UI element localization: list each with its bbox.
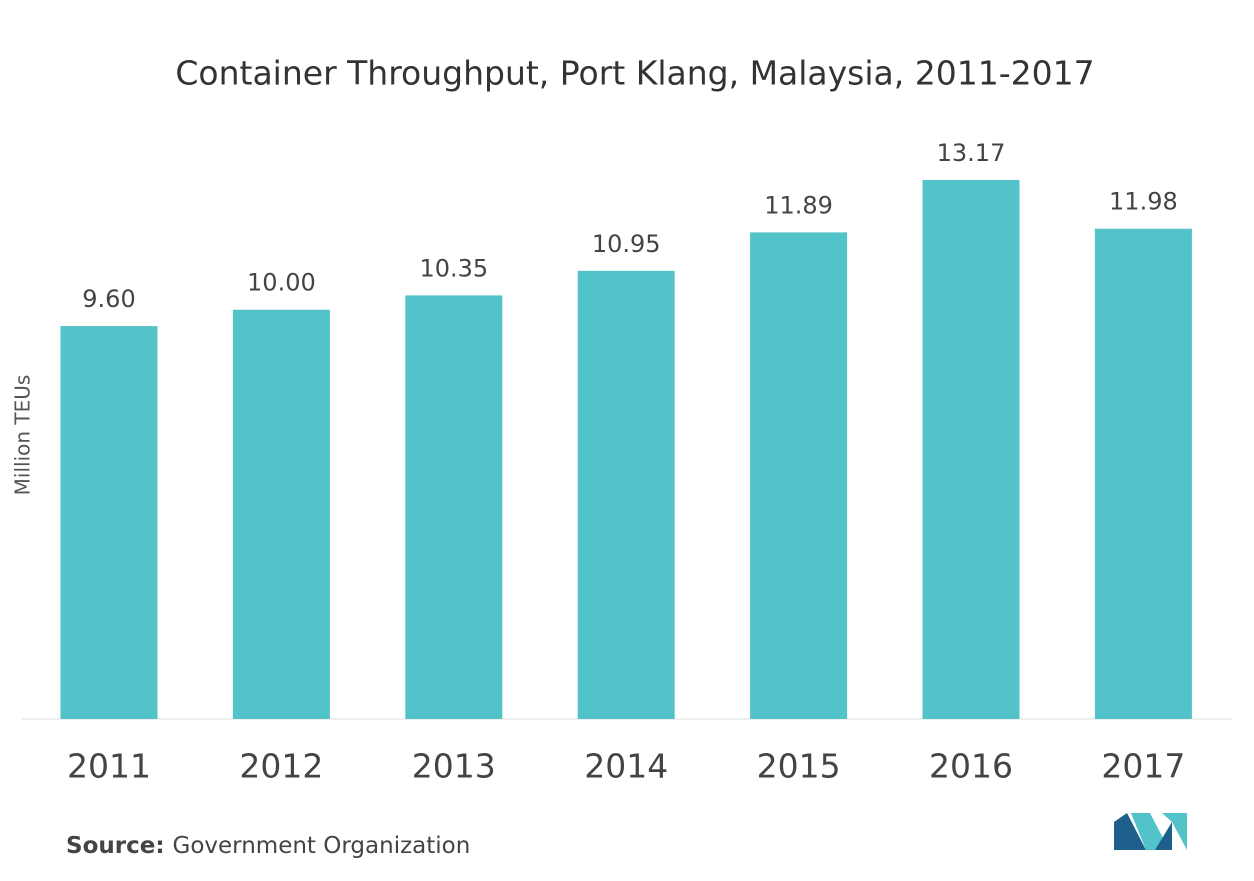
chart-title: Container Throughput, Port Klang, Malays…: [175, 54, 1094, 93]
value-label: 11.98: [1109, 188, 1178, 216]
value-label: 11.89: [764, 191, 833, 219]
value-label: 10.35: [419, 254, 488, 282]
source-label: Source:: [66, 833, 165, 859]
value-label: 9.60: [82, 285, 135, 313]
x-tick-label: 2011: [67, 747, 151, 786]
bar: [60, 326, 158, 719]
bar: [922, 180, 1020, 719]
value-label: 13.17: [937, 139, 1006, 167]
value-label: 10.95: [592, 230, 661, 258]
bar: [577, 270, 675, 719]
x-tick-label: 2016: [929, 747, 1013, 786]
source-text: Government Organization: [173, 833, 471, 859]
bar: [1094, 228, 1192, 720]
x-tick-label: 2017: [1101, 747, 1185, 786]
x-tick-label: 2013: [412, 747, 496, 786]
bar: [750, 232, 848, 719]
x-tick-label: 2012: [239, 747, 323, 786]
bar: [232, 309, 330, 719]
x-tick-label: 2014: [584, 747, 668, 786]
value-label: 10.00: [247, 269, 316, 297]
x-tick-label: 2015: [757, 747, 841, 786]
y-axis-label: Million TEUs: [11, 375, 35, 496]
logo: [1114, 813, 1187, 850]
bar: [405, 295, 503, 719]
source: Source: Government Organization: [66, 833, 470, 859]
